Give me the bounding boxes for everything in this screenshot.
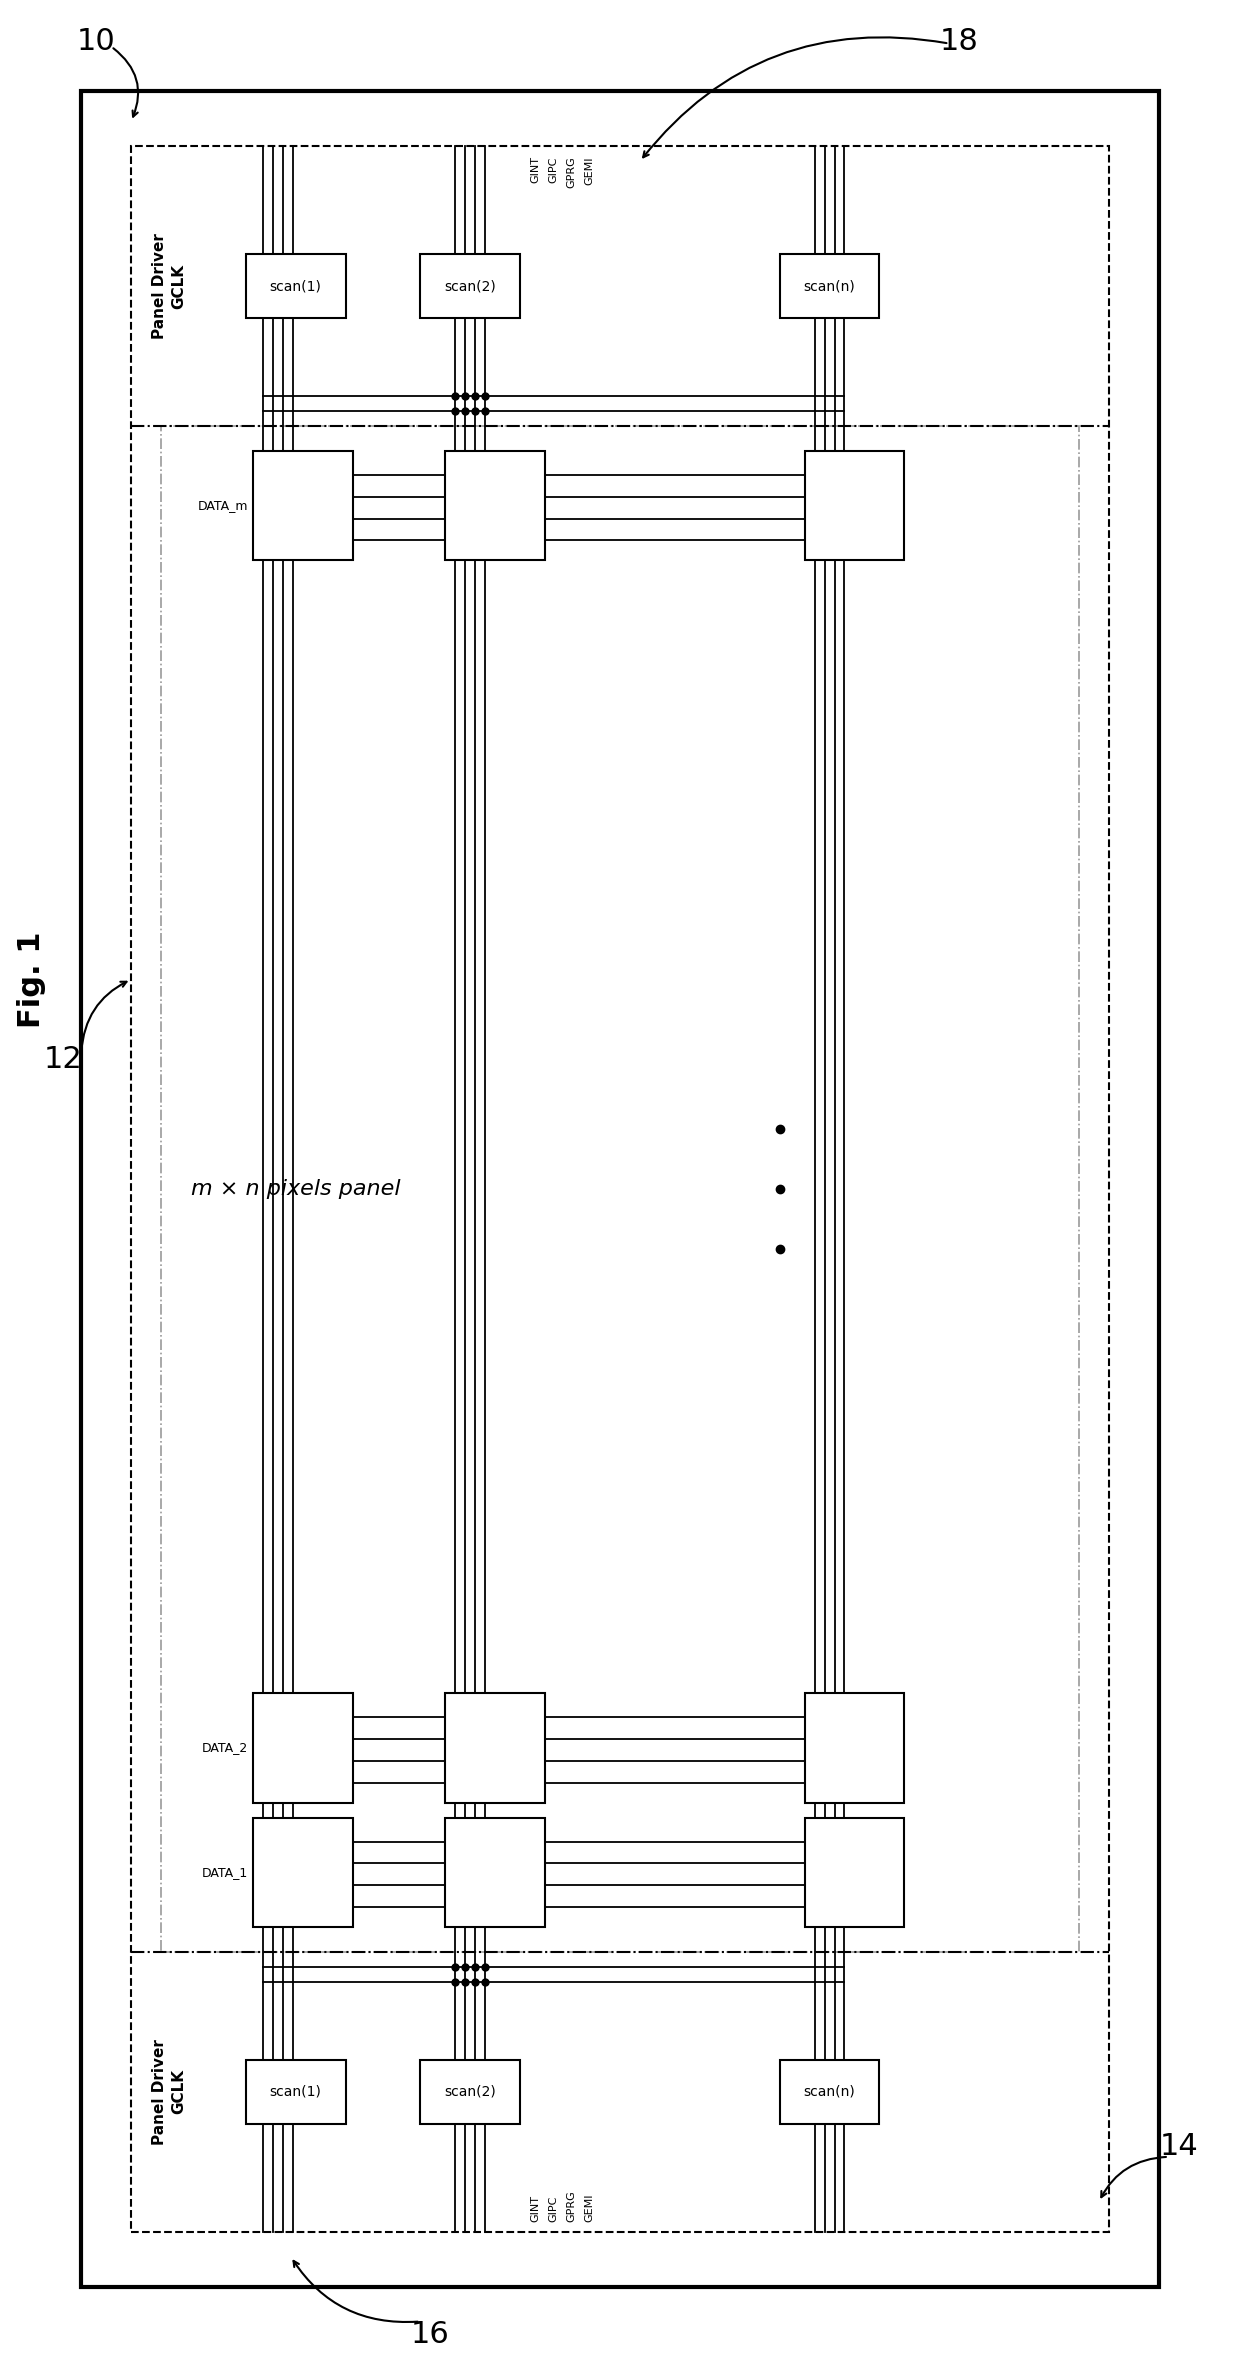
- Text: 10: 10: [77, 26, 115, 57]
- Text: scan(n): scan(n): [804, 2084, 856, 2098]
- Bar: [445, 1818, 546, 1927]
- Text: scan(2): scan(2): [444, 278, 496, 293]
- Bar: [805, 450, 904, 561]
- Text: scan(1): scan(1): [270, 278, 321, 293]
- Bar: [780, 2060, 879, 2124]
- Bar: [445, 450, 546, 561]
- Bar: [805, 1818, 904, 1927]
- Text: Fig. 1: Fig. 1: [17, 930, 46, 1028]
- Text: Panel Driver: Panel Driver: [151, 2039, 166, 2146]
- Text: m × n pixels panel: m × n pixels panel: [191, 1180, 401, 1199]
- Text: GPRG: GPRG: [567, 157, 577, 188]
- Text: 16: 16: [410, 2320, 450, 2348]
- Text: GPRG: GPRG: [567, 2191, 577, 2222]
- Text: 14: 14: [1159, 2132, 1198, 2163]
- Text: GCLK: GCLK: [171, 264, 186, 309]
- Text: scan(2): scan(2): [444, 2084, 496, 2098]
- Text: DATA_m: DATA_m: [197, 500, 248, 511]
- Bar: [246, 255, 346, 319]
- Bar: [253, 1818, 352, 1927]
- Text: GEMI: GEMI: [584, 157, 594, 186]
- Bar: [246, 2060, 346, 2124]
- Text: GEMI: GEMI: [584, 2193, 594, 2222]
- Bar: [131, 147, 1109, 2232]
- Text: GIPC: GIPC: [548, 157, 558, 183]
- Text: DATA_2: DATA_2: [202, 1741, 248, 1753]
- Bar: [420, 255, 521, 319]
- Text: scan(1): scan(1): [270, 2084, 321, 2098]
- Bar: [161, 426, 1079, 1953]
- Text: GIPC: GIPC: [548, 2196, 558, 2222]
- Bar: [253, 450, 352, 561]
- Bar: [253, 1694, 352, 1803]
- Text: 12: 12: [43, 1044, 83, 1073]
- Bar: [780, 255, 879, 319]
- Text: GINT: GINT: [531, 157, 541, 183]
- Text: GCLK: GCLK: [171, 2070, 186, 2115]
- Text: GINT: GINT: [531, 2196, 541, 2222]
- Text: Panel Driver: Panel Driver: [151, 233, 166, 338]
- Text: scan(n): scan(n): [804, 278, 856, 293]
- Text: DATA_1: DATA_1: [202, 1865, 248, 1879]
- Bar: [805, 1694, 904, 1803]
- Bar: [81, 90, 1159, 2286]
- Bar: [420, 2060, 521, 2124]
- Bar: [445, 1694, 546, 1803]
- Text: 18: 18: [940, 26, 978, 57]
